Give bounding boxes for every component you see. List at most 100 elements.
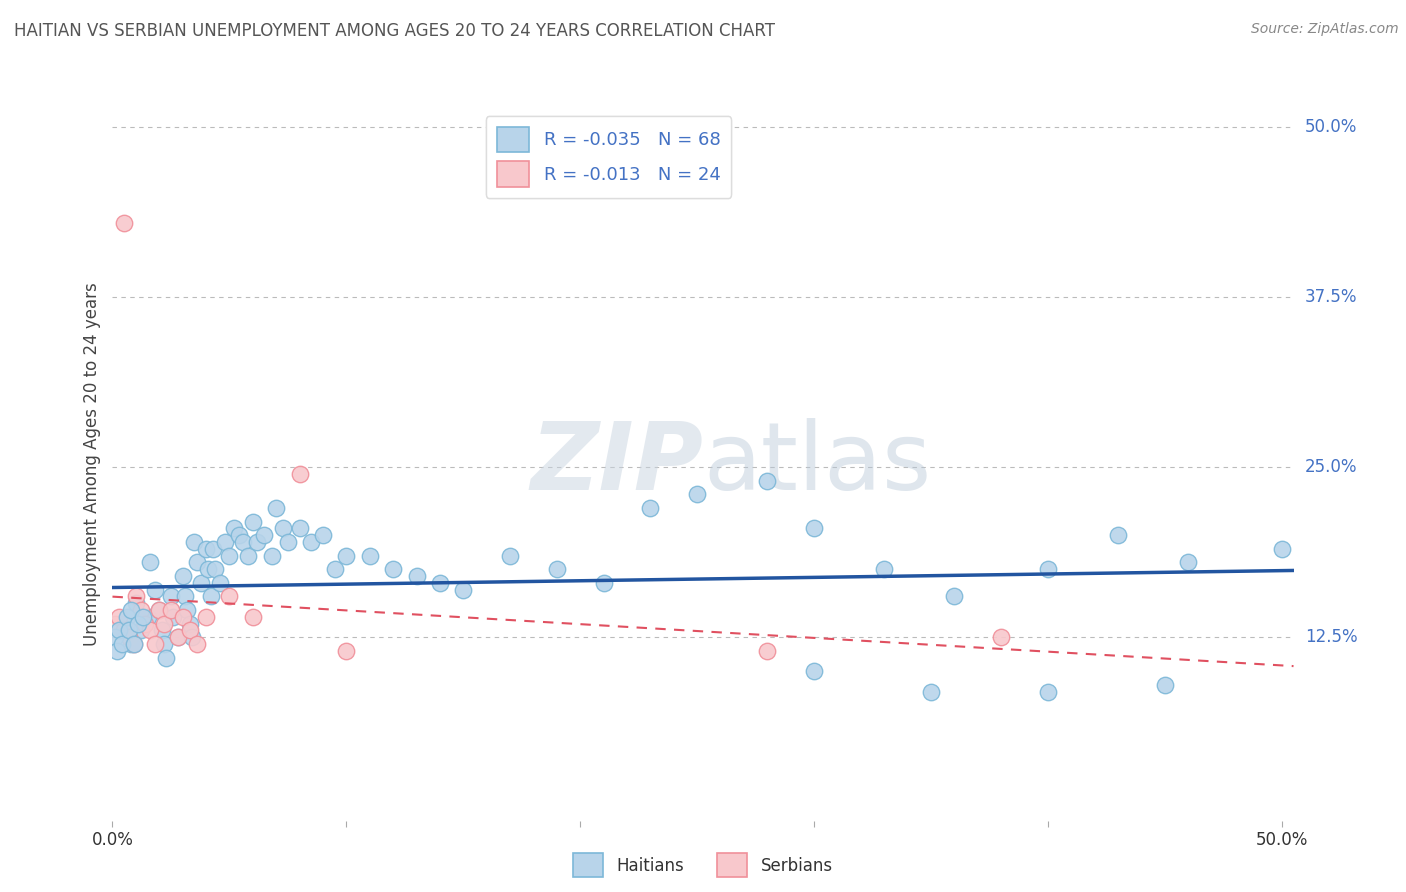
Point bbox=[112, 624, 135, 638]
Point bbox=[153, 637, 176, 651]
Point bbox=[120, 603, 142, 617]
Point bbox=[104, 630, 127, 644]
Point bbox=[179, 616, 201, 631]
Point bbox=[148, 603, 170, 617]
Point bbox=[111, 637, 134, 651]
Point bbox=[162, 609, 184, 624]
Point bbox=[172, 609, 194, 624]
Point bbox=[122, 637, 145, 651]
Point bbox=[200, 590, 222, 604]
Point bbox=[218, 590, 240, 604]
Point bbox=[405, 569, 427, 583]
Point bbox=[277, 535, 299, 549]
Point bbox=[990, 630, 1012, 644]
Point bbox=[803, 664, 825, 678]
Point bbox=[592, 575, 614, 590]
Point bbox=[108, 624, 131, 638]
Point bbox=[204, 562, 226, 576]
Point bbox=[756, 644, 779, 658]
Point bbox=[134, 616, 156, 631]
Text: 25.0%: 25.0% bbox=[1305, 458, 1357, 476]
Point bbox=[382, 562, 405, 576]
Point bbox=[153, 616, 176, 631]
Point bbox=[125, 590, 148, 604]
Text: 50.0%: 50.0% bbox=[1305, 119, 1357, 136]
Point bbox=[242, 515, 264, 529]
Point bbox=[335, 644, 357, 658]
Point bbox=[1177, 555, 1199, 569]
Text: atlas: atlas bbox=[703, 417, 931, 510]
Point bbox=[686, 487, 709, 501]
Text: HAITIAN VS SERBIAN UNEMPLOYMENT AMONG AGES 20 TO 24 YEARS CORRELATION CHART: HAITIAN VS SERBIAN UNEMPLOYMENT AMONG AG… bbox=[14, 22, 775, 40]
Point bbox=[132, 609, 155, 624]
Point bbox=[186, 555, 208, 569]
Point bbox=[288, 521, 311, 535]
Point bbox=[429, 575, 451, 590]
Point bbox=[218, 549, 240, 563]
Text: 37.5%: 37.5% bbox=[1305, 288, 1357, 306]
Point bbox=[172, 569, 194, 583]
Point bbox=[359, 549, 381, 563]
Point bbox=[756, 474, 779, 488]
Point bbox=[120, 637, 142, 651]
Point bbox=[499, 549, 522, 563]
Point bbox=[104, 616, 127, 631]
Point bbox=[1036, 562, 1059, 576]
Point bbox=[181, 630, 204, 644]
Point bbox=[1107, 528, 1129, 542]
Point bbox=[139, 624, 162, 638]
Point bbox=[129, 603, 152, 617]
Legend: Haitians, Serbians: Haitians, Serbians bbox=[567, 847, 839, 884]
Point bbox=[127, 616, 149, 631]
Point bbox=[299, 535, 322, 549]
Point bbox=[115, 609, 138, 624]
Y-axis label: Unemployment Among Ages 20 to 24 years: Unemployment Among Ages 20 to 24 years bbox=[83, 282, 101, 646]
Point bbox=[143, 637, 166, 651]
Text: ZIP: ZIP bbox=[530, 417, 703, 510]
Point bbox=[176, 603, 198, 617]
Point bbox=[214, 535, 236, 549]
Point bbox=[920, 684, 942, 698]
Point bbox=[112, 216, 135, 230]
Point bbox=[253, 528, 276, 542]
Point bbox=[228, 528, 250, 542]
Point bbox=[195, 609, 218, 624]
Point bbox=[453, 582, 475, 597]
Point bbox=[160, 590, 183, 604]
Point bbox=[323, 562, 346, 576]
Point bbox=[195, 541, 218, 556]
Point bbox=[139, 555, 162, 569]
Point bbox=[209, 575, 232, 590]
Point bbox=[150, 624, 173, 638]
Point bbox=[1271, 541, 1294, 556]
Point bbox=[803, 521, 825, 535]
Point bbox=[108, 609, 131, 624]
Text: 12.5%: 12.5% bbox=[1305, 628, 1357, 646]
Point bbox=[155, 650, 177, 665]
Point bbox=[943, 590, 966, 604]
Point bbox=[167, 630, 190, 644]
Point bbox=[236, 549, 259, 563]
Point bbox=[264, 501, 287, 516]
Point bbox=[148, 603, 170, 617]
Point bbox=[179, 624, 201, 638]
Point bbox=[190, 575, 212, 590]
Point bbox=[335, 549, 357, 563]
Point bbox=[105, 644, 128, 658]
Point bbox=[112, 616, 135, 631]
Point bbox=[1036, 684, 1059, 698]
Point bbox=[122, 637, 145, 651]
Point bbox=[1154, 678, 1177, 692]
Point bbox=[125, 596, 148, 610]
Point bbox=[873, 562, 896, 576]
Point bbox=[129, 624, 152, 638]
Point bbox=[167, 630, 190, 644]
Point bbox=[186, 637, 208, 651]
Legend: R = -0.035   N = 68, R = -0.013   N = 24: R = -0.035 N = 68, R = -0.013 N = 24 bbox=[486, 116, 731, 198]
Point bbox=[271, 521, 294, 535]
Point bbox=[136, 609, 159, 624]
Point bbox=[312, 528, 335, 542]
Point bbox=[183, 535, 205, 549]
Point bbox=[174, 590, 197, 604]
Text: Source: ZipAtlas.com: Source: ZipAtlas.com bbox=[1251, 22, 1399, 37]
